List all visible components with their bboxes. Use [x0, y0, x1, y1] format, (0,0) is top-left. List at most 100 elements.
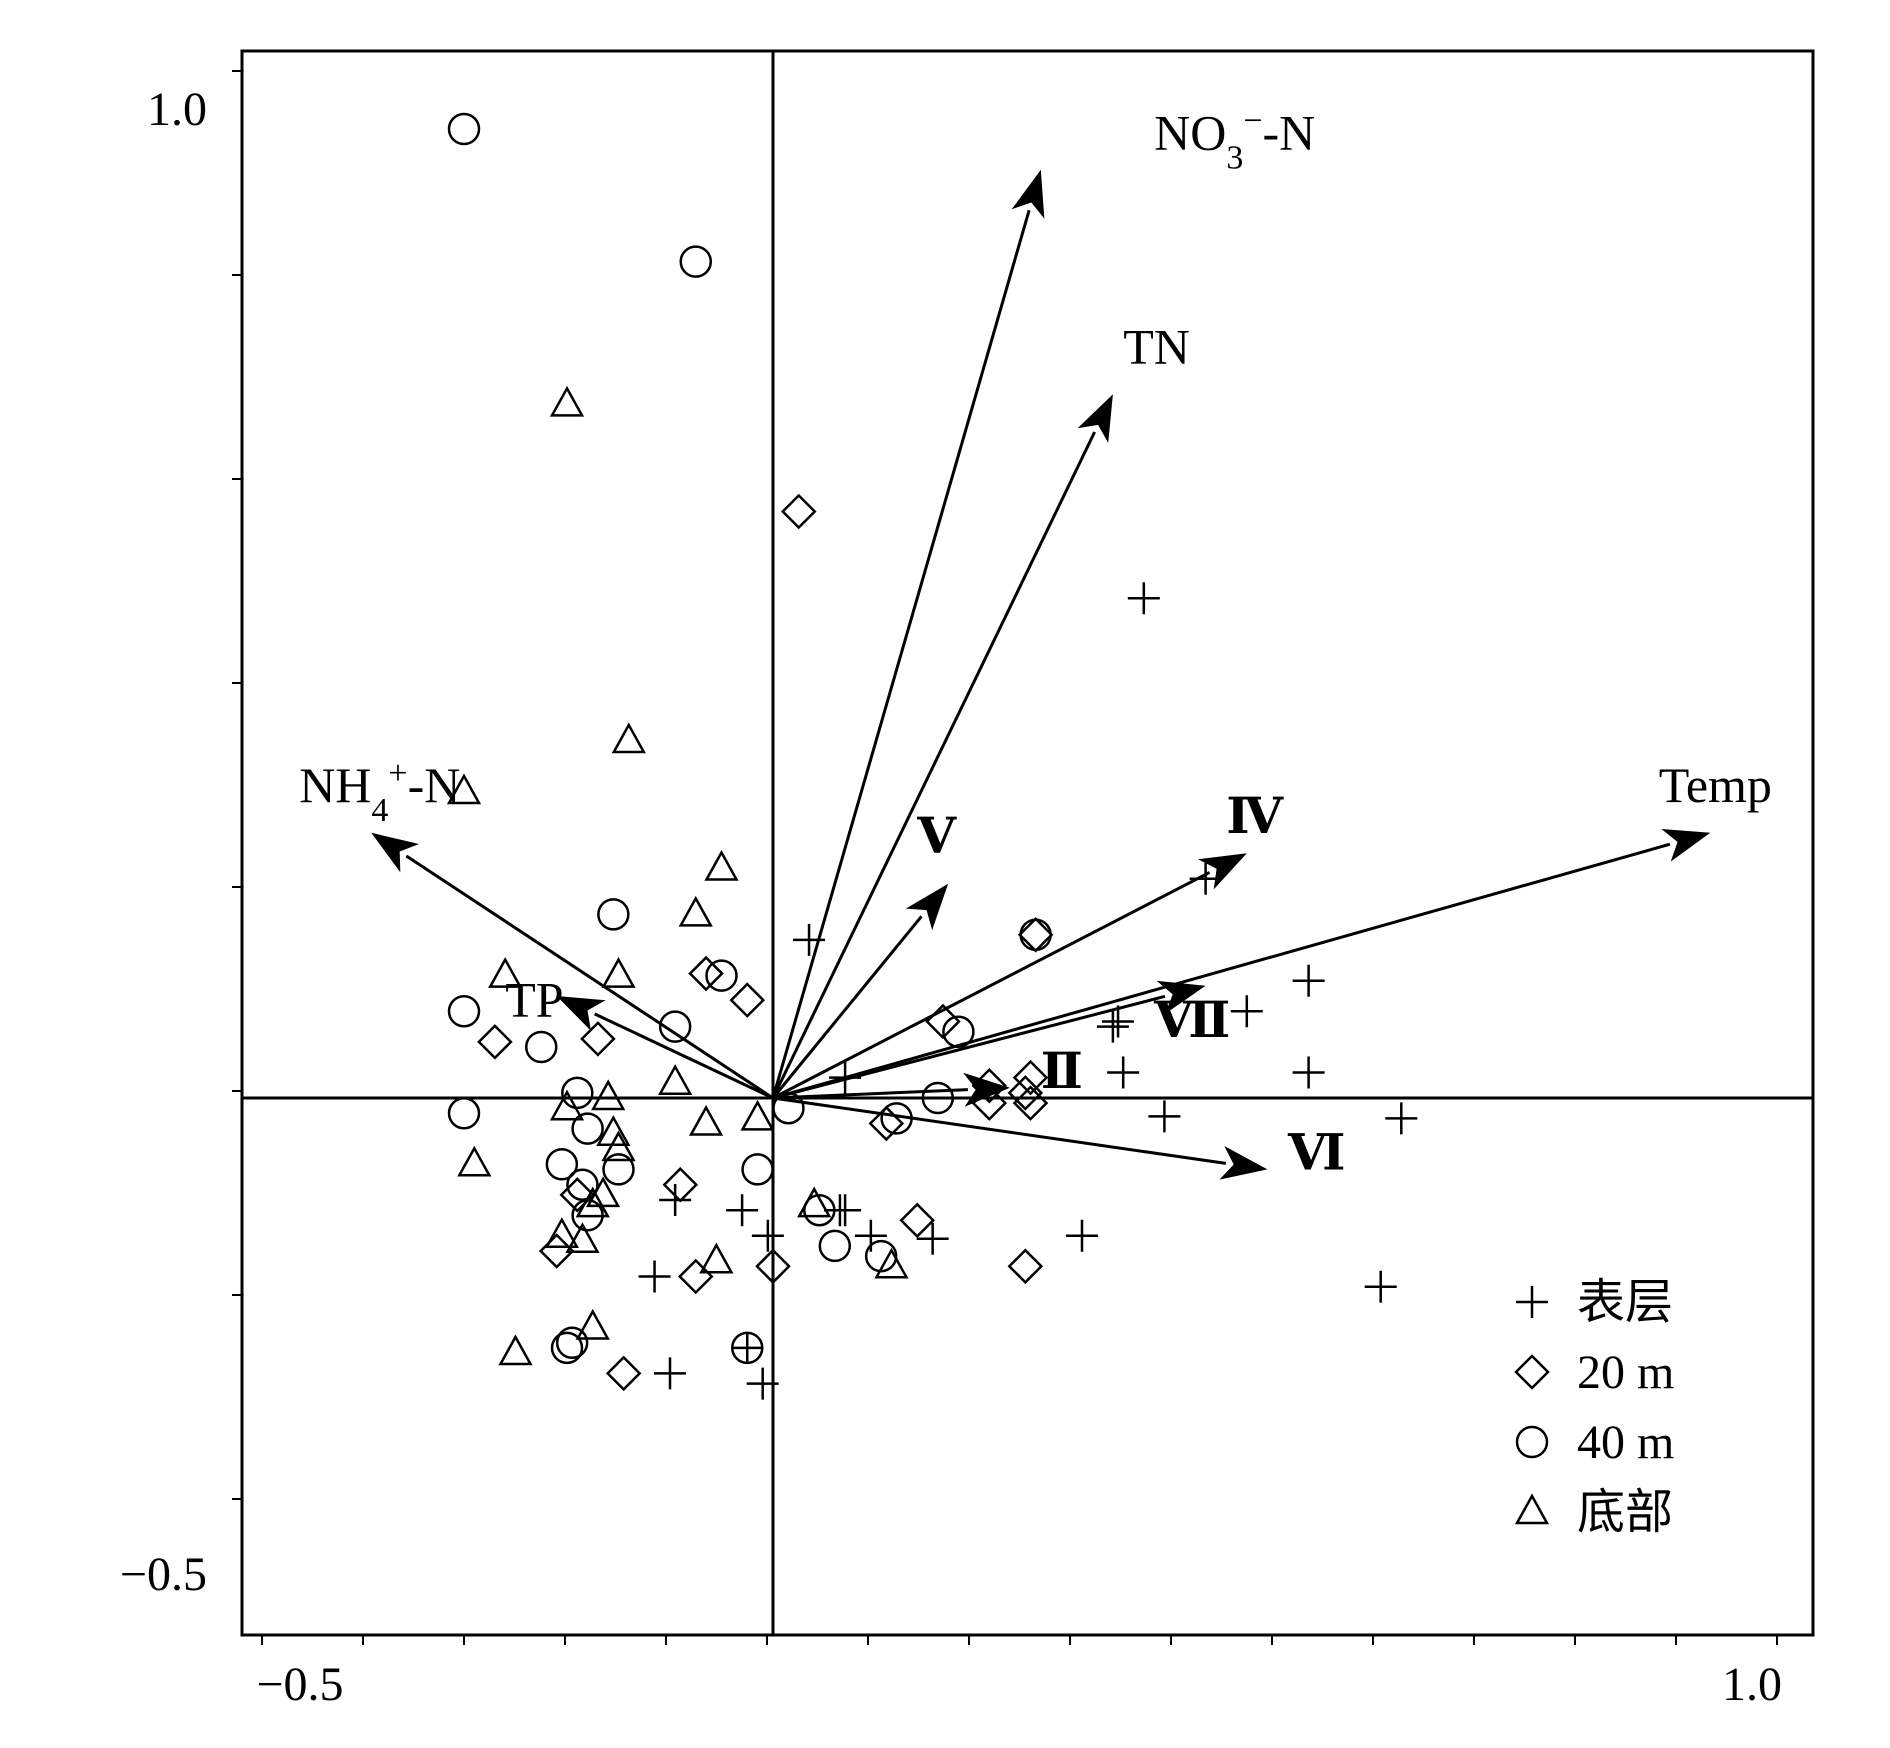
arrow-label: Ⅶ: [1153, 992, 1230, 1048]
plot-frame: [240, 49, 1815, 1637]
triangle-point: [446, 773, 482, 805]
plus-point: [1292, 1056, 1325, 1089]
triangle-point: [544, 1217, 579, 1248]
arrow-label: Ⅳ: [1226, 788, 1284, 844]
arrow-head: [1011, 169, 1045, 219]
circle-point: [803, 1193, 836, 1227]
arrow-label-part: TP: [505, 971, 563, 1027]
legend-plus-icon: [1516, 1286, 1548, 1318]
arrow-line: [772, 842, 1671, 1100]
arrow-label-part: 3: [1226, 139, 1243, 176]
arrow-line: [771, 915, 923, 1099]
x-tick-label-right: 1.0: [1722, 1658, 1782, 1711]
arrow-head: [556, 996, 606, 1031]
legend-circle-icon: [1515, 1425, 1549, 1459]
triangle-point: [658, 1064, 693, 1095]
diamond-point: [1012, 1059, 1049, 1096]
arrow-head: [1661, 828, 1711, 862]
plus-point: [731, 1331, 764, 1364]
plus-point: [1096, 1010, 1129, 1043]
plus-point: [1107, 1056, 1140, 1089]
triangle-point: [740, 1099, 775, 1131]
legend-label: 表层: [1577, 1276, 1673, 1329]
plus-point: [1230, 995, 1263, 1028]
triangle-point: [498, 1334, 533, 1366]
plus-point: [654, 1357, 686, 1390]
arrow-label: TN: [1123, 319, 1190, 375]
circle-point: [741, 1153, 774, 1186]
triangle-point: [549, 385, 585, 417]
plus-point: [1292, 964, 1325, 997]
arrow-line: [594, 1012, 774, 1100]
arrow-line: [772, 871, 1211, 1100]
arrow-label-part: Temp: [1659, 757, 1772, 813]
diamond-point: [477, 1024, 513, 1060]
arrow-label-part: NO: [1154, 104, 1226, 160]
circle-point: [602, 1153, 635, 1186]
circle-point: [545, 1148, 579, 1181]
plus-point: [1127, 582, 1160, 615]
circle-point: [921, 1081, 955, 1115]
circle-point: [731, 1331, 764, 1365]
diamond-point: [1012, 1085, 1049, 1121]
arrow-head: [1198, 853, 1247, 890]
plus-point: [751, 1219, 784, 1252]
triangle-point: [874, 1247, 909, 1279]
arrow-line: [772, 994, 1166, 1100]
diamond-point: [755, 1248, 791, 1285]
diamond-point: [899, 1202, 935, 1239]
arrow-label: Temp: [1659, 757, 1772, 813]
legend-triangle-icon: [1514, 1493, 1550, 1525]
legend-label: 20 m: [1577, 1346, 1674, 1399]
arrow-label-part: Ⅳ: [1226, 788, 1284, 844]
triangle-point: [601, 957, 636, 988]
diamond-point: [688, 955, 724, 992]
arrow-label: NO3−-N: [1154, 102, 1315, 176]
y-tick-label-top: 1.0: [147, 83, 207, 136]
diamond-point: [662, 1166, 699, 1203]
circle-point: [705, 959, 738, 992]
circle-point: [658, 1010, 692, 1043]
legend-diamond-icon: [1514, 1354, 1550, 1390]
arrow-line: [772, 1096, 1227, 1165]
arrow-label-part: 4: [371, 792, 388, 829]
triangle-point: [565, 1222, 600, 1254]
arrow-head: [963, 1072, 1010, 1107]
diamond-point: [780, 493, 817, 530]
plus-point: [1066, 1219, 1098, 1252]
arrow-label: Ⅱ: [1041, 1043, 1083, 1099]
arrow-label-part: -N: [408, 757, 461, 813]
arrow-head: [1156, 980, 1206, 1014]
legend-label: 底部: [1577, 1486, 1673, 1539]
arrow-label: Ⅵ: [1287, 1124, 1346, 1180]
arrow-label: NH4+-N: [299, 755, 460, 829]
y-tick-label-bottom: −0.5: [120, 1548, 207, 1601]
diamond-point: [677, 1258, 714, 1295]
triangle-point: [457, 1145, 492, 1177]
circle-point: [447, 995, 481, 1028]
arrow-label-part: TN: [1123, 319, 1190, 375]
arrow-line: [772, 1088, 969, 1100]
plus-point: [916, 1222, 949, 1255]
plus-point: [726, 1194, 759, 1227]
legend: 表层 20 m 40 m 底部: [1514, 1276, 1674, 1539]
arrow-label-part: -N: [1263, 104, 1316, 160]
arrow-head: [371, 832, 420, 873]
triangle-point: [575, 1308, 610, 1340]
plus-point: [1148, 1100, 1181, 1133]
arrow-label-part: NH: [299, 757, 371, 813]
diamond-point: [580, 1021, 616, 1057]
plus-point: [793, 923, 826, 956]
plus-point: [1102, 1005, 1135, 1038]
arrow-label-part: −: [1243, 102, 1262, 139]
diamond-point: [559, 1177, 596, 1213]
triangle-point: [678, 895, 713, 927]
plus-point: [746, 1367, 779, 1400]
arrow-head: [1077, 394, 1113, 444]
arrow-line: [771, 209, 1031, 1099]
circle-point: [447, 112, 481, 146]
circle-point: [561, 1076, 594, 1110]
legend-label: 40 m: [1577, 1416, 1674, 1469]
diamond-point: [868, 1105, 905, 1142]
